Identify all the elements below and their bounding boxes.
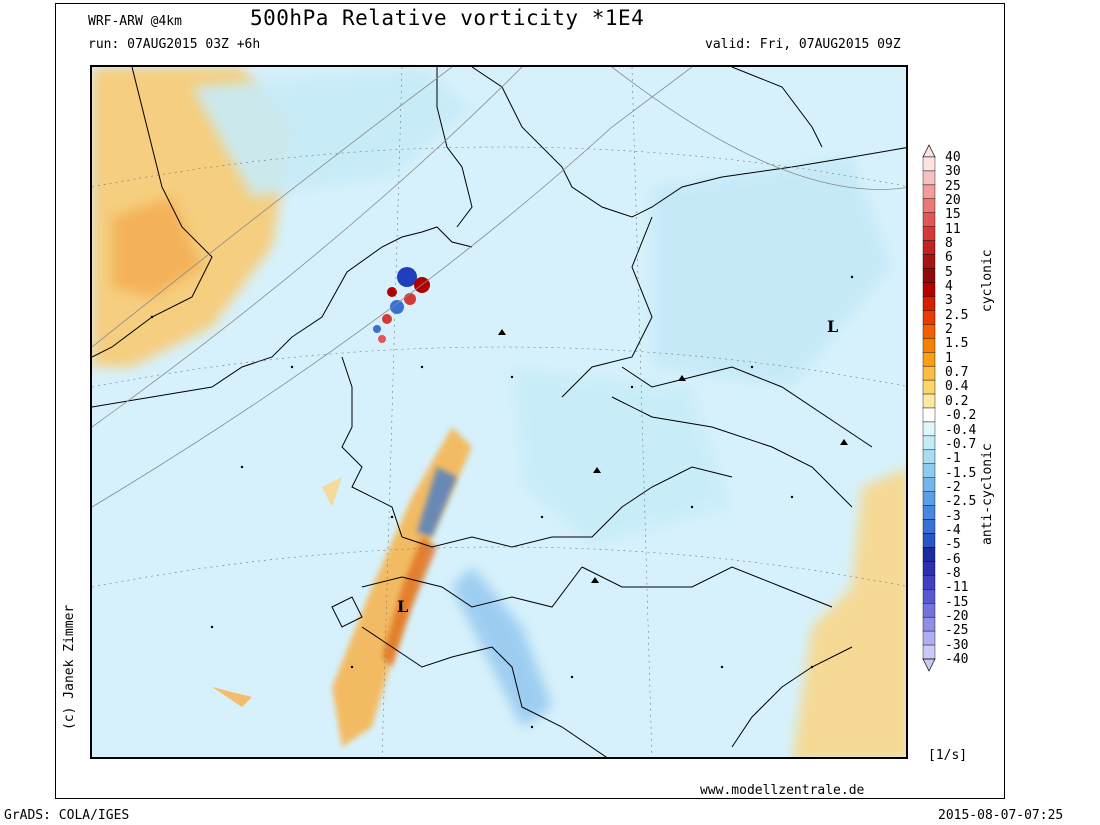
colorbar-swatch — [922, 505, 936, 520]
colorbar-swatch — [922, 644, 936, 660]
colorbar-swatch — [922, 561, 936, 576]
vorticity-map: L L — [90, 65, 908, 759]
colorbar-level-label: -2.5 — [945, 494, 977, 510]
colorbar-swatch — [922, 491, 936, 506]
colorbar-swatch — [922, 575, 936, 590]
colorbar-level-label: 40 — [945, 150, 961, 165]
colorbar-level-label: -0.4 — [945, 422, 977, 438]
colorbar — [922, 144, 936, 672]
colorbar-level-label: 15 — [945, 207, 961, 223]
website-label: www.modellzentrale.de — [700, 783, 865, 798]
colorbar-swatch — [922, 170, 936, 186]
low-pressure-marker: L — [397, 597, 409, 616]
colorbar-swatch — [922, 589, 936, 604]
colorbar-swatch — [922, 547, 936, 562]
colorbar-swatch — [922, 477, 936, 492]
colorbar-swatch — [922, 310, 936, 325]
colorbar-swatch — [922, 407, 936, 423]
colorbar-level-label: -40 — [945, 652, 969, 667]
colorbar-swatch — [922, 268, 936, 283]
colorbar-level-label: 25 — [945, 178, 961, 194]
colorbar-level-label: 1.5 — [945, 336, 969, 352]
colorbar-swatch — [922, 533, 936, 548]
colorbar-level-label: -5 — [945, 537, 961, 553]
colorbar-swatch — [922, 519, 936, 534]
map-canvas — [92, 67, 906, 757]
colorbar-level-label: 6 — [945, 250, 953, 266]
colorbar-swatch — [922, 379, 936, 395]
colorbar-level-label: -20 — [945, 608, 969, 624]
colorbar-swatch — [922, 282, 936, 297]
model-label: WRF-ARW @4km — [88, 14, 182, 29]
colorbar-level-label: -15 — [945, 594, 969, 610]
colorbar-bottom-arrow — [922, 658, 936, 672]
colorbar-level-label: -25 — [945, 623, 969, 639]
colorbar-swatch — [922, 226, 936, 241]
colorbar-level-label: 20 — [945, 193, 961, 209]
valid-time-label: valid: Fri, 07AUG2015 09Z — [705, 37, 901, 52]
colorbar-swatch — [922, 324, 936, 339]
colorbar-level-label: 2.5 — [945, 307, 969, 323]
colorbar-swatch — [922, 393, 936, 409]
country-borders — [92, 216, 873, 668]
vorticity-field — [92, 67, 906, 757]
colorbar-level-label: 3 — [945, 293, 953, 309]
colorbar-swatch — [922, 212, 936, 227]
author-credit: (c) Janek Zimmer — [62, 604, 77, 730]
colorbar-swatch — [922, 352, 936, 367]
colorbar-level-label: -30 — [945, 637, 969, 653]
colorbar-swatch — [922, 296, 936, 311]
colorbar-level-label: -6 — [945, 551, 961, 567]
colorbar-level-label: -1.5 — [945, 465, 977, 481]
colorbar-swatch — [922, 630, 936, 646]
colorbar-level-label: 2 — [945, 322, 953, 338]
colorbar-level-label: -2 — [945, 479, 961, 495]
colorbar-top-arrow — [922, 144, 936, 158]
colorbar-swatch — [922, 198, 936, 213]
colorbar-level-label: -11 — [945, 580, 969, 596]
colorbar-level-label: -0.7 — [945, 436, 977, 452]
colorbar-level-label: 11 — [945, 221, 961, 237]
colorbar-swatch — [922, 365, 936, 381]
colorbar-level-label: 5 — [945, 264, 953, 280]
colorbar-swatch — [922, 603, 936, 618]
colorbar-swatch — [922, 156, 936, 172]
colorbar-level-label: 1 — [945, 350, 953, 366]
colorbar-swatch — [922, 616, 936, 632]
colorbar-swatch — [922, 435, 936, 451]
units-label: [1/s] — [928, 748, 968, 763]
station-dots — [150, 275, 854, 729]
colorbar-level-label: -1 — [945, 451, 961, 467]
timestamp: 2015-08-07-07:25 — [938, 808, 1064, 823]
geopotential-contours — [92, 67, 906, 508]
colorbar-swatch — [922, 449, 936, 464]
colorbar-level-label: 8 — [945, 236, 953, 252]
colorbar-level-label: -3 — [945, 508, 961, 524]
colorbar-swatch — [922, 184, 936, 200]
colorbar-level-label: 0.4 — [945, 379, 969, 395]
colorbar-level-label: 30 — [945, 164, 961, 180]
colorbar-swatch — [922, 338, 936, 353]
colorbar-level-label: 0.7 — [945, 365, 969, 381]
figure-frame — [55, 3, 1005, 799]
anticyclonic-label: anti-cyclonic — [980, 443, 995, 545]
chart-title: 500hPa Relative vorticity *1E4 — [250, 6, 645, 30]
colorbar-level-label: -4 — [945, 522, 961, 538]
colorbar-swatch — [922, 240, 936, 255]
run-label: run: 07AUG2015 03Z +6h — [88, 37, 261, 52]
colorbar-swatch — [922, 254, 936, 269]
cyclonic-label: cyclonic — [980, 249, 995, 312]
colorbar-level-label: 4 — [945, 279, 953, 295]
colorbar-swatch — [922, 421, 936, 437]
software-credit: GrADS: COLA/IGES — [4, 808, 130, 823]
low-pressure-marker: L — [827, 317, 839, 336]
colorbar-level-label: -8 — [945, 565, 961, 581]
colorbar-level-label: 0.2 — [945, 393, 969, 409]
colorbar-swatch — [922, 463, 936, 478]
colorbar-level-label: -0.2 — [945, 408, 977, 424]
